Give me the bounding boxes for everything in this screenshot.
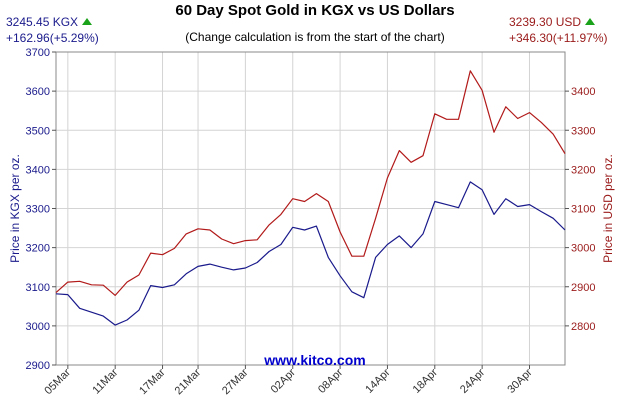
x-tick-label: 30Apr [505, 366, 534, 395]
usd-price-value: 3239.30 USD [509, 15, 582, 29]
kgx-change: +162.96(+5.29%) [6, 31, 99, 45]
kgx-price-value: 3245.45 KGX [6, 15, 79, 29]
y-left-tick-label: 3600 [26, 86, 50, 98]
y-left-tick-label: 3200 [26, 243, 50, 255]
x-tick-label: 24Apr [458, 366, 487, 395]
series-line-kgx [55, 181, 566, 326]
series-line-usd [55, 70, 566, 296]
x-tick-label: 27Mar [220, 366, 251, 397]
usd-price: 3239.30 USD [509, 15, 596, 29]
y-right-tick-label: 3400 [571, 86, 595, 98]
y-right-tick-label: 3200 [571, 164, 595, 176]
y-right-tick-label: 3000 [571, 243, 595, 255]
y-right-tick-label: 3100 [571, 204, 595, 216]
y-left-tick-label: 3400 [26, 164, 50, 176]
chart-subtitle: (Change calculation is from the start of… [185, 30, 445, 44]
site-link[interactable]: www.kitco.com [264, 352, 366, 368]
y-left-tick-label: 3100 [26, 282, 50, 294]
x-tick-label: 18Apr [411, 366, 440, 395]
y-left-tick-label: 3300 [26, 204, 50, 216]
y-right-tick-label: 2900 [571, 282, 595, 294]
y-left-tick-label: 3500 [26, 125, 50, 137]
y-left-tick-label: 3000 [26, 321, 50, 333]
x-tick-label: 11Mar [90, 366, 120, 396]
y-left-axis-label: Price in KGX per oz. [8, 154, 22, 263]
x-tick-label: 17Mar [137, 366, 168, 397]
y-right-tick-label: 2800 [571, 321, 595, 333]
triangle-up-icon [585, 18, 596, 25]
x-tick-label: 14Apr [363, 366, 392, 395]
y-left-tick-label: 3700 [26, 47, 50, 59]
usd-change: +346.30(+11.97%) [509, 31, 608, 45]
y-right-axis-label: Price in USD per oz. [601, 154, 615, 263]
y-left-tick-label: 2900 [26, 360, 50, 372]
chart-title: 60 Day Spot Gold in KGX vs US Dollars [175, 2, 455, 19]
triangle-up-icon [82, 18, 93, 25]
y-right-tick-label: 3300 [571, 125, 595, 137]
x-tick-label: 08Apr [316, 366, 345, 395]
x-tick-label: 02Apr [269, 366, 298, 395]
x-tick-label: 21Mar [173, 366, 204, 397]
kgx-price: 3245.45 KGX [6, 15, 93, 29]
